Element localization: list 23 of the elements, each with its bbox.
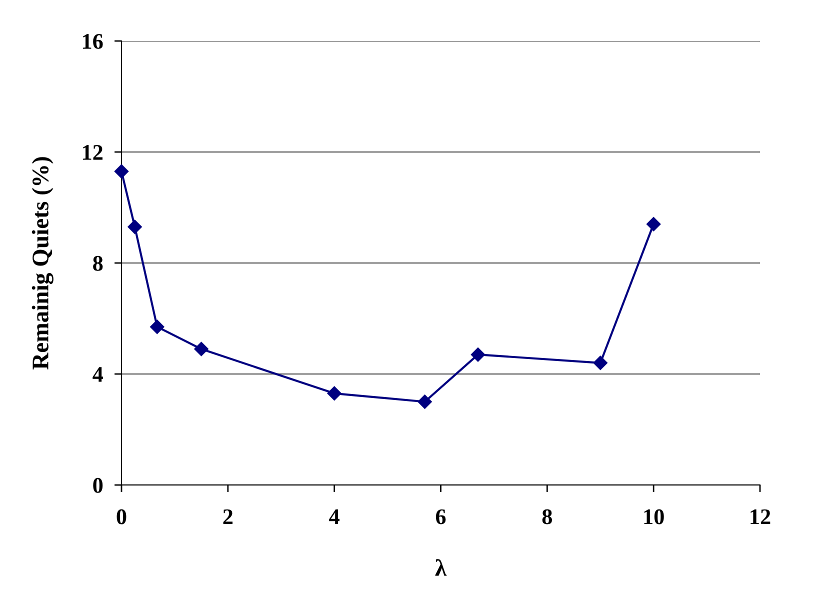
point [150, 320, 164, 334]
x-tick-label: 4 [329, 509, 340, 524]
y-tick-label: 12 [83, 144, 102, 160]
x-tick-label: 6 [436, 509, 446, 524]
point [646, 217, 661, 232]
point [327, 386, 342, 401]
x-tick-label: 0 [116, 509, 126, 524]
y-tick-label: 16 [83, 34, 103, 49]
x-tick-label: 2 [223, 509, 233, 524]
point [418, 394, 432, 409]
x-axis-title: λ [435, 559, 447, 576]
x-tick-label: 10 [644, 509, 664, 524]
point [128, 220, 142, 234]
y-axis-title: Remainig Quiets (%) [32, 157, 54, 370]
y-tick-label: 4 [92, 367, 104, 382]
y-tick-label: 0 [93, 478, 103, 493]
point [593, 356, 608, 370]
y-tick-label: 8 [93, 256, 103, 271]
x-tick-label: 12 [750, 509, 770, 524]
point [194, 342, 208, 356]
point [114, 164, 129, 179]
point [470, 347, 486, 362]
x-tick-label: 8 [542, 509, 552, 524]
